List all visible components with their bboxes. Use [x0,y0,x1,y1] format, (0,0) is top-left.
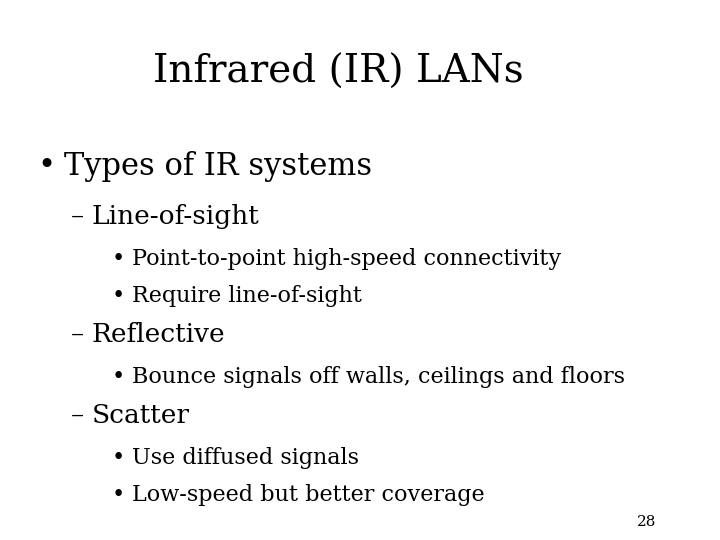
Text: Scatter: Scatter [91,403,189,428]
Text: Bounce signals off walls, ceilings and floors: Bounce signals off walls, ceilings and f… [132,366,625,388]
Text: •: • [112,447,125,469]
Text: –: – [71,403,84,428]
Text: •: • [112,248,125,271]
Text: Types of IR systems: Types of IR systems [64,151,372,182]
Text: Use diffused signals: Use diffused signals [132,447,359,469]
Text: •: • [37,151,55,182]
Text: –: – [71,322,84,347]
Text: •: • [112,484,125,506]
Text: Require line-of-sight: Require line-of-sight [132,285,361,307]
Text: –: – [71,204,84,229]
Text: 28: 28 [636,515,656,529]
Text: •: • [112,285,125,307]
Text: Reflective: Reflective [91,322,225,347]
Text: •: • [112,366,125,388]
Text: Low-speed but better coverage: Low-speed but better coverage [132,484,485,506]
Text: Line-of-sight: Line-of-sight [91,204,259,229]
Text: Point-to-point high-speed connectivity: Point-to-point high-speed connectivity [132,248,561,271]
Text: Infrared (IR) LANs: Infrared (IR) LANs [153,54,523,91]
